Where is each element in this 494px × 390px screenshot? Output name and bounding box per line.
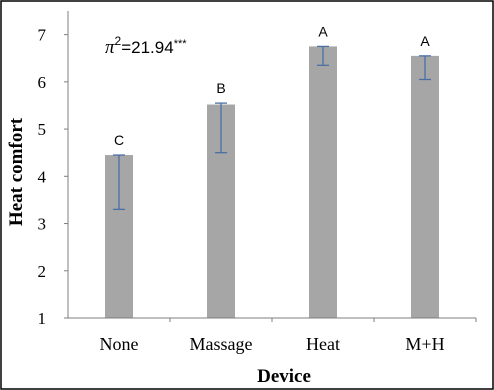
- x-axis-title: Device: [257, 366, 311, 387]
- y-tick-label-1: 1: [38, 309, 47, 328]
- x-tick-label-massage: Massage: [190, 334, 253, 354]
- group-letter-m-h: A: [420, 33, 430, 49]
- axes-layer: 1 2 3 4 5 6 7 None Massage Heat M+H: [38, 11, 477, 354]
- bar-m-h: [411, 55, 439, 318]
- group-letter-heat: A: [318, 23, 328, 39]
- x-tick-label-heat: Heat: [306, 334, 340, 354]
- x-tick-label-m-h: M+H: [405, 334, 444, 354]
- bars-layer: C B A A: [105, 23, 439, 319]
- stat-significance: ***: [174, 38, 188, 50]
- y-tick-label-6: 6: [38, 73, 47, 92]
- y-axis-title: Heat comfort: [6, 117, 27, 226]
- y-tick-label-4: 4: [38, 167, 47, 186]
- y-tick-label-3: 3: [38, 215, 47, 234]
- stat-annotation: π2=21.94***: [105, 34, 187, 58]
- x-tick-label-none: None: [100, 334, 139, 354]
- group-letter-massage: B: [216, 80, 225, 96]
- y-tick-label-7: 7: [38, 26, 47, 45]
- stat-symbol: π: [105, 37, 115, 58]
- group-letter-none: C: [114, 132, 124, 148]
- stat-exponent: 2: [115, 34, 122, 48]
- y-tick-label-2: 2: [38, 262, 47, 281]
- y-tick-label-5: 5: [38, 120, 47, 139]
- bar-heat: [309, 46, 337, 319]
- stat-value: =21.94: [121, 38, 173, 57]
